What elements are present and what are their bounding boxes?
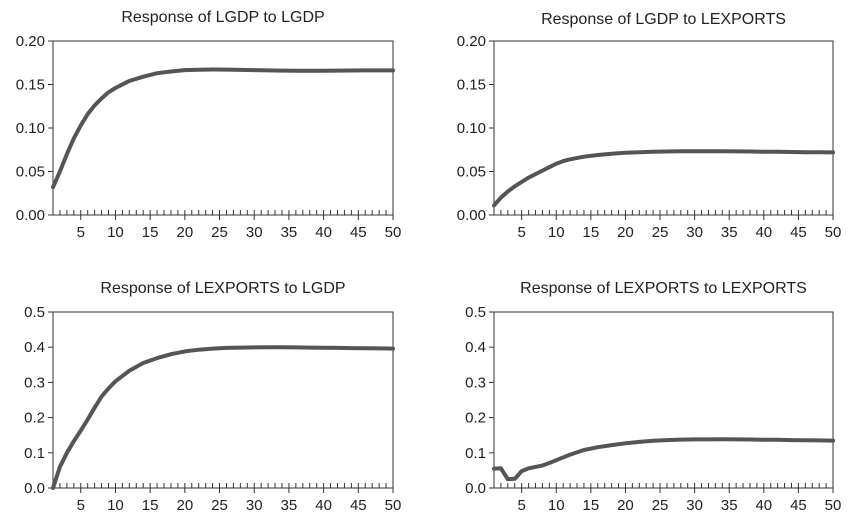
- chart-title: Response of LEXPORTS to LGDP: [100, 280, 345, 297]
- y-tick-label: 0.15: [457, 77, 486, 94]
- x-tick-label: 35: [281, 497, 298, 514]
- x-tick-label: 30: [686, 497, 703, 514]
- x-tick-label: 20: [176, 497, 193, 514]
- plot-area-frame: [52, 311, 394, 489]
- x-tick-label: 10: [107, 224, 124, 241]
- x-tick-label: 25: [211, 224, 228, 241]
- y-tick-label: 0.10: [457, 120, 486, 137]
- chart-panel-4: Response of LEXPORTS to LEXPORTS 0.0 0.1 0.…: [465, 280, 841, 514]
- x-tick-label: 20: [176, 224, 193, 241]
- response-line: [492, 437, 835, 482]
- x-tick-label: 50: [825, 497, 842, 514]
- y-tick-label: 0.1: [465, 445, 486, 462]
- x-tick-label: 20: [617, 497, 634, 514]
- x-tick-label: 5: [77, 497, 85, 514]
- y-tick-label: 0.4: [24, 339, 45, 356]
- y-tick-label: 0.20: [16, 33, 45, 50]
- x-tick-label: 15: [142, 497, 159, 514]
- x-tick-label: 40: [755, 497, 772, 514]
- y-tick-label: 0.3: [465, 374, 486, 391]
- y-tick-label: 0.00: [457, 207, 486, 224]
- x-tick-label: 45: [350, 224, 367, 241]
- x-tick-label: 25: [652, 497, 669, 514]
- x-tick-label: 5: [77, 224, 85, 241]
- y-tick-label: 0.4: [465, 339, 486, 356]
- x-tick-label: 35: [721, 224, 738, 241]
- y-tick-label: 0.2: [24, 410, 45, 427]
- response-line: [492, 149, 835, 208]
- chart-panel-1: Response of LGDP to LGDP 0.00 0.05 0.10 0.15…: [16, 9, 402, 241]
- x-tick-label: 10: [548, 497, 565, 514]
- x-tick-label: 5: [518, 497, 526, 514]
- x-tick-label: 30: [246, 224, 263, 241]
- y-tick-label: 0.1: [24, 445, 45, 462]
- y-tick-label: 0.15: [16, 77, 45, 94]
- chart-panel-3: Response of LEXPORTS to LGDP 0.0 0.1 0.2 0.3…: [24, 280, 401, 514]
- y-tick-label: 0.3: [24, 374, 45, 391]
- x-tick-label: 30: [686, 224, 703, 241]
- chart-panel-2: Response of LGDP to LEXPORTS 0.00 0.05 0.10…: [457, 11, 842, 241]
- y-tick-label: 0.0: [465, 480, 486, 497]
- plot-area-frame: [493, 311, 834, 489]
- response-line: [51, 345, 395, 490]
- response-line: [51, 67, 395, 190]
- x-tick-label: 35: [281, 224, 298, 241]
- x-tick-label: 25: [211, 497, 228, 514]
- x-tick-label: 15: [583, 497, 600, 514]
- x-tick-label: 40: [315, 497, 332, 514]
- x-tick-label: 45: [790, 224, 807, 241]
- y-tick-label: 0.0: [24, 480, 45, 497]
- plot-area-frame: [493, 40, 834, 216]
- y-tick-label: 0.05: [16, 164, 45, 181]
- y-tick-label: 0.5: [24, 304, 45, 321]
- y-tick-label: 0.10: [16, 120, 45, 137]
- x-tick-label: 15: [583, 224, 600, 241]
- x-tick-label: 50: [825, 224, 842, 241]
- y-tick-label: 0.00: [16, 207, 45, 224]
- chart-title: Response of LGDP to LEXPORTS: [541, 11, 786, 28]
- y-tick-label: 0.05: [457, 164, 486, 181]
- chart-title: Response of LGDP to LGDP: [121, 9, 324, 26]
- y-tick-label: 0.20: [457, 33, 486, 50]
- x-tick-label: 30: [246, 497, 263, 514]
- x-tick-label: 40: [315, 224, 332, 241]
- y-tick-label: 0.5: [465, 304, 486, 321]
- x-tick-label: 50: [385, 224, 402, 241]
- x-tick-label: 15: [142, 224, 159, 241]
- x-tick-label: 45: [350, 497, 367, 514]
- x-tick-label: 35: [721, 497, 738, 514]
- x-tick-label: 40: [755, 224, 772, 241]
- x-tick-label: 50: [385, 497, 402, 514]
- y-tick-label: 0.2: [465, 410, 486, 427]
- x-tick-label: 10: [548, 224, 565, 241]
- plot-area-frame: [52, 40, 394, 216]
- x-tick-label: 5: [518, 224, 526, 241]
- x-tick-label: 25: [652, 224, 669, 241]
- chart-title: Response of LEXPORTS to LEXPORTS: [520, 280, 807, 297]
- x-tick-label: 45: [790, 497, 807, 514]
- x-tick-label: 20: [617, 224, 634, 241]
- x-tick-label: 10: [107, 497, 124, 514]
